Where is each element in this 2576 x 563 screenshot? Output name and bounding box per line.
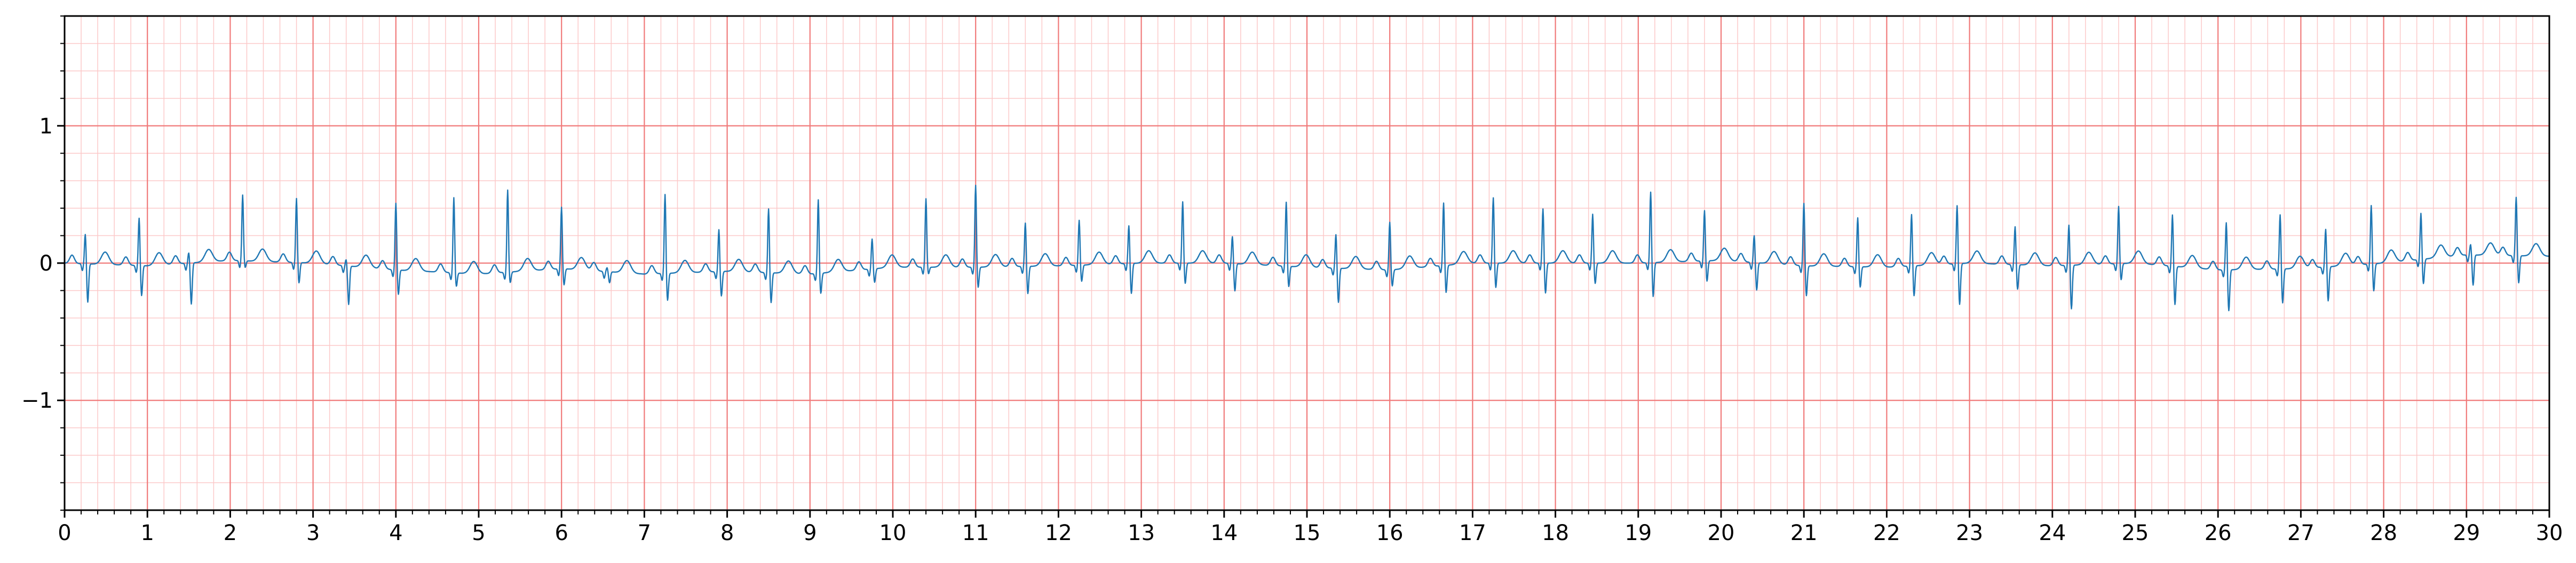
x-tick-label: 8: [720, 521, 734, 545]
x-tick-label: 6: [554, 521, 568, 545]
x-tick-label: 17: [1459, 521, 1486, 545]
x-tick-label: 4: [389, 521, 402, 545]
x-tick-label: 21: [1790, 521, 1818, 545]
x-tick-label: 22: [1873, 521, 1900, 545]
ecg-trace: [64, 185, 2550, 312]
x-tick-label: 16: [1376, 521, 1404, 545]
x-tick-label: 25: [2122, 521, 2149, 545]
x-tick-label: 23: [1956, 521, 1983, 545]
x-tick-label: 0: [58, 521, 71, 545]
x-tick-label: 28: [2370, 521, 2397, 545]
y-axis: −1 0 1: [21, 15, 65, 511]
x-tick-label: 26: [2205, 521, 2232, 545]
y-tick-label: −1: [21, 388, 53, 413]
x-tick-label: 11: [962, 521, 989, 545]
x-tick-label: 12: [1045, 521, 1072, 545]
x-tick-label: 9: [803, 521, 817, 545]
x-tick-label: 20: [1708, 521, 1735, 545]
x-tick-label: 19: [1624, 521, 1652, 545]
x-tick-label: 1: [140, 521, 154, 545]
x-tick-label: 3: [306, 521, 320, 545]
x-tick-label: 2: [224, 521, 237, 545]
x-tick-label: 29: [2453, 521, 2480, 545]
x-tick-label: 14: [1210, 521, 1238, 545]
x-tick-label: 15: [1294, 521, 1321, 545]
x-tick-label: 24: [2039, 521, 2066, 545]
x-tick-label: 30: [2536, 521, 2563, 545]
x-tick-label: 13: [1128, 521, 1155, 545]
y-tick-label: 0: [39, 251, 53, 276]
x-tick-label: 27: [2287, 521, 2315, 545]
x-tick-label: 18: [1542, 521, 1569, 545]
x-tick-label: 7: [638, 521, 651, 545]
y-tick-label: 1: [39, 114, 53, 139]
x-axis: 0 1 2 3 4 5 6 7 8 9 10 11 12 13 14 15 16 17 18 19 20 21 22 23 24…: [58, 510, 2563, 545]
x-tick-label: 10: [879, 521, 907, 545]
x-tick-label: 5: [472, 521, 485, 545]
